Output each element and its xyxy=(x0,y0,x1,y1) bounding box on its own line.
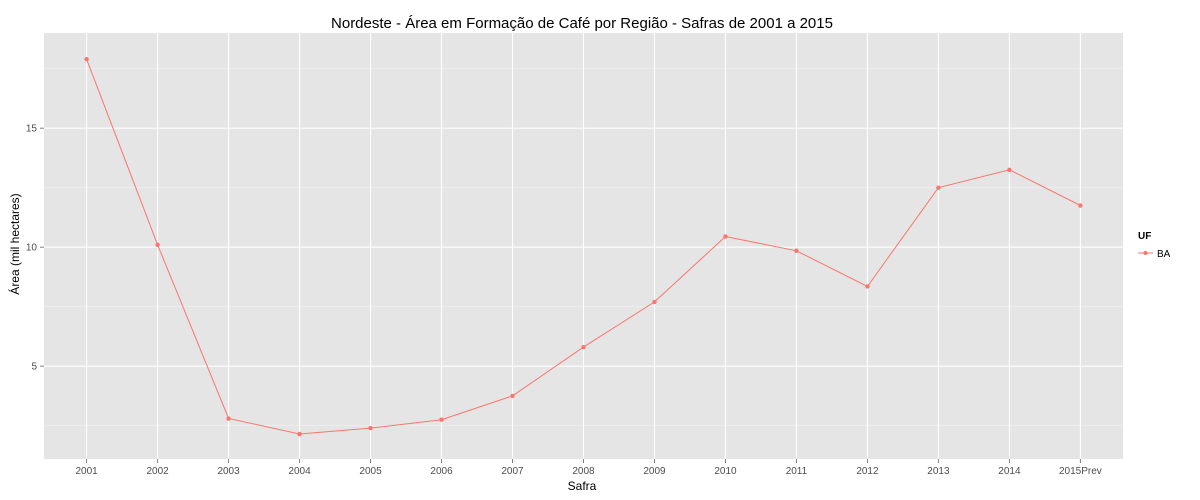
legend-title: UF xyxy=(1138,231,1151,242)
data-point xyxy=(368,425,373,431)
data-point xyxy=(865,284,870,289)
data-point xyxy=(226,416,231,421)
x-axis-title: Safra xyxy=(568,479,597,493)
x-tick-label: 2010 xyxy=(714,466,737,477)
data-point xyxy=(439,417,444,422)
data-point xyxy=(510,393,515,399)
x-axis: 2001 2002 2003 2004 2005 2006 2007 2008 2009 2010… xyxy=(75,459,1102,477)
x-tick-label: 2002 xyxy=(146,466,169,477)
data-point xyxy=(652,299,657,305)
legend: UF BA xyxy=(1138,231,1171,260)
x-tick-label: 2006 xyxy=(430,466,453,477)
x-tick-label: 2011 xyxy=(786,466,808,477)
x-tick-label: 2007 xyxy=(501,466,524,477)
y-tick-label: 10 xyxy=(26,243,38,254)
series-layer xyxy=(84,56,1083,437)
major-gridlines xyxy=(44,33,1123,459)
x-tick-label: 2004 xyxy=(288,466,311,477)
y-axis: 5 10 15 xyxy=(26,124,44,373)
x-tick-label: 2014 xyxy=(998,466,1021,477)
data-point xyxy=(1078,203,1083,208)
x-tick-label: 2005 xyxy=(359,466,382,477)
data-point xyxy=(155,242,160,248)
y-tick-label: 5 xyxy=(31,362,37,373)
x-tick-label: 2012 xyxy=(856,466,879,477)
data-point xyxy=(1007,167,1012,173)
x-tick-label: 2003 xyxy=(217,466,240,477)
data-point xyxy=(936,185,941,190)
data-point xyxy=(297,431,302,437)
data-point xyxy=(723,234,728,239)
chart-title: Nordeste - Área em Formação de Café por … xyxy=(331,15,833,32)
data-point xyxy=(84,56,89,62)
legend-key-point xyxy=(1143,251,1148,255)
data-point xyxy=(794,248,799,253)
x-tick-label: 2001 xyxy=(75,466,98,477)
x-tick-label: 2013 xyxy=(927,466,950,477)
legend-label-ba: BA xyxy=(1157,249,1171,260)
data-point xyxy=(581,344,586,350)
y-axis-title: Área (mil hectares) xyxy=(7,193,22,294)
x-tick-label: 2009 xyxy=(643,466,666,477)
x-tick-label: 2008 xyxy=(572,466,595,477)
x-tick-label: 2015Prev xyxy=(1059,466,1102,477)
y-tick-label: 15 xyxy=(26,124,38,135)
